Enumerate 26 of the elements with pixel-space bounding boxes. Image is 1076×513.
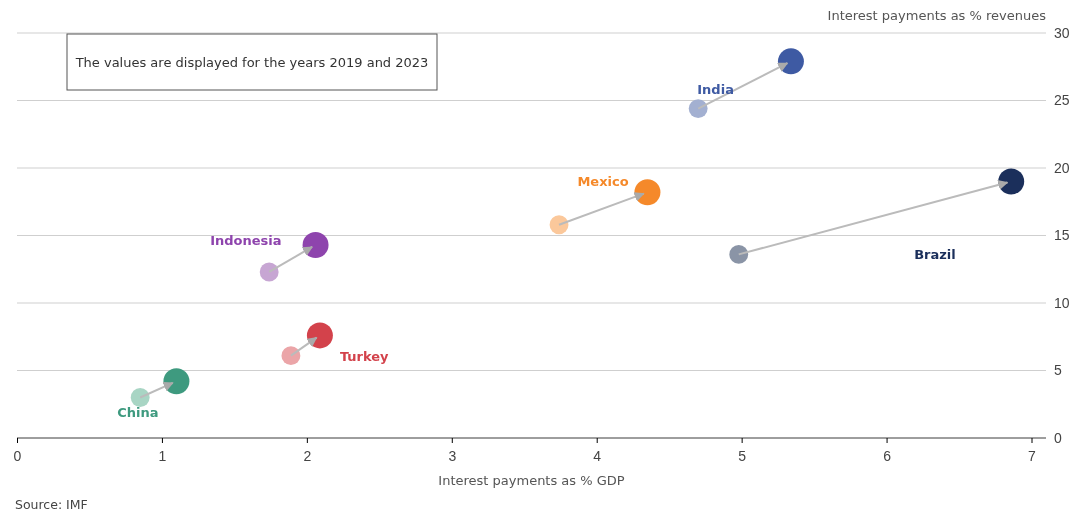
series-label: India — [697, 82, 734, 98]
y-tick-label: 15 — [1054, 227, 1070, 244]
y-tick-label: 25 — [1054, 92, 1070, 109]
y-tick-label: 20 — [1054, 159, 1070, 176]
x-tick-label: 2 — [303, 448, 312, 465]
annotation: The values are displayed for the years 2019 and 2023 — [74, 55, 429, 70]
x-tick-label: 1 — [158, 448, 167, 465]
text: Brazil — [914, 246, 956, 262]
y-tick-label: 0 — [1054, 429, 1062, 446]
series-label: Turkey — [339, 349, 390, 365]
y-tick-label: 30 — [1054, 24, 1070, 41]
x-tick-label: 5 — [738, 448, 747, 465]
x-tick-label: 0 — [13, 448, 22, 465]
y-tick-label: 5 — [1054, 362, 1062, 379]
x-tick-label: 7 — [1028, 448, 1037, 465]
x-tick-label: 4 — [593, 448, 602, 465]
note-box: The values are displayed for the years 2019 and 2023 — [66, 33, 438, 91]
x-tick-label: 6 — [883, 448, 892, 465]
y-tick-label: 10 — [1054, 294, 1070, 311]
y-axis-title: Interest payments as % revenues — [827, 8, 1047, 23]
x-axis-title: Interest payments as % GDP — [438, 473, 625, 488]
source-note: Source: IMF — [15, 497, 88, 512]
x-tick-label: 3 — [448, 448, 457, 465]
series-label: Mexico — [577, 174, 629, 190]
series-label: Indonesia — [210, 232, 282, 248]
series-label: China — [117, 405, 159, 421]
